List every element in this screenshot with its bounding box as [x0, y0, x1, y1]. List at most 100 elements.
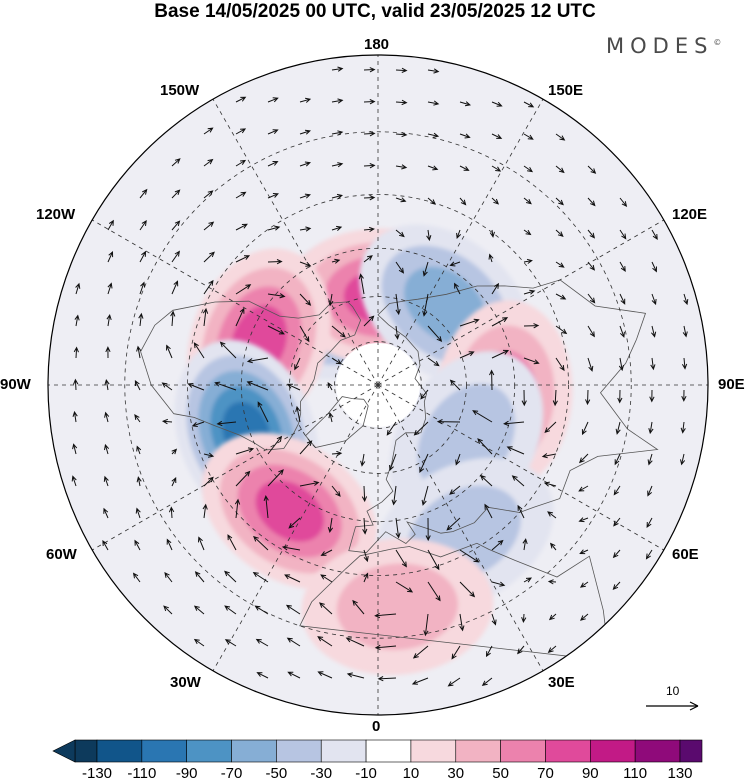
wind-vector — [647, 485, 653, 497]
wind-vector — [331, 485, 341, 497]
anomaly-field — [174, 224, 573, 675]
wind-vector — [491, 539, 504, 551]
wind-vector — [421, 485, 429, 506]
wind-vector — [427, 325, 443, 342]
wind-vector — [331, 66, 344, 72]
wind-vector — [203, 279, 214, 295]
wind-vector — [619, 261, 626, 273]
wind-vector — [472, 410, 493, 423]
wind-vector — [491, 581, 506, 587]
wind-vector — [254, 605, 269, 615]
wind-vector — [491, 349, 510, 359]
colorbar-tick-label: 110 — [623, 765, 648, 782]
wind-vector — [555, 165, 565, 174]
lon-label-120e: 120E — [672, 206, 708, 223]
wind-vector — [317, 671, 333, 679]
wind-vector — [363, 226, 375, 233]
wind-vector — [459, 318, 480, 327]
wind-vector — [299, 480, 320, 487]
wind-vector — [427, 100, 440, 106]
wind-vector — [299, 193, 311, 199]
wind-vector — [104, 411, 110, 423]
colorbar-tick-label: -90 — [175, 765, 198, 782]
wind-vector — [547, 511, 557, 519]
wind-vector — [299, 293, 312, 306]
wind-vector — [549, 542, 557, 551]
lon-label-60w: 60W — [46, 546, 77, 563]
colorbar-bin — [634, 739, 681, 763]
lon-label-90e: 90E — [718, 376, 745, 393]
wind-vector — [107, 251, 114, 263]
wind-vector — [104, 378, 110, 391]
wind-vector — [72, 443, 78, 455]
colorbar-tick-label: 90 — [581, 765, 599, 782]
wind-vector — [358, 273, 365, 295]
brand-text: MODES — [606, 34, 714, 58]
wind-vector — [411, 677, 429, 685]
wind-vector — [395, 197, 407, 203]
wind-vector — [328, 293, 334, 307]
wind-vector — [422, 293, 429, 317]
wind-vector — [203, 158, 214, 167]
wind-vector — [327, 517, 334, 534]
wind-vector — [587, 293, 596, 304]
wind-vector — [267, 129, 279, 135]
wind-vector — [449, 261, 461, 267]
wind-vector — [73, 378, 79, 391]
wind-vector — [246, 381, 269, 391]
wind-vector — [267, 293, 286, 299]
colorbar-bin — [500, 739, 546, 763]
coastline-1 — [305, 396, 369, 448]
colorbar-bin — [74, 739, 98, 763]
wind-vector — [503, 420, 525, 427]
wind-vector — [587, 261, 596, 271]
wind-vector — [191, 421, 205, 427]
wind-vector — [427, 68, 440, 74]
meridian-30 — [377, 384, 544, 671]
colorbar-tick-label: -110 — [127, 765, 157, 782]
wind-vector — [331, 130, 344, 136]
wind-vector — [135, 507, 141, 519]
wind-vector — [491, 282, 500, 295]
wind-vector — [235, 255, 251, 263]
wind-vector — [391, 485, 397, 506]
wind-vector — [523, 197, 532, 205]
wind-vector — [459, 549, 480, 563]
wind-vector — [459, 581, 476, 598]
wind-vector — [267, 97, 279, 103]
wind-vector — [650, 357, 656, 371]
wind-vector — [331, 98, 344, 104]
wind-vector — [681, 357, 688, 370]
wind-vector — [491, 317, 509, 327]
wind-vector — [170, 310, 176, 327]
wind-vector — [680, 421, 686, 434]
wind-vector — [522, 538, 528, 551]
wind-vector — [395, 293, 401, 316]
vector-scale-arrow — [646, 701, 699, 711]
wind-vector — [543, 481, 557, 487]
wind-vector — [235, 284, 252, 295]
wind-vector — [619, 197, 628, 208]
wind-vector — [578, 453, 589, 464]
wind-vector — [253, 535, 269, 551]
wind-vector — [194, 571, 205, 583]
colorbar-tick-label: 130 — [667, 765, 693, 782]
wind-vector — [647, 453, 653, 466]
map-disk — [48, 55, 708, 715]
colorbar-low-extend — [52, 739, 76, 763]
wind-vector — [363, 195, 376, 201]
colorbar-bin — [365, 739, 412, 763]
wind-vector — [447, 677, 461, 687]
wind-vector — [267, 193, 279, 199]
wind-vector — [581, 421, 589, 436]
wind-vector — [193, 342, 205, 359]
wind-vector — [352, 599, 365, 615]
wind-vector — [328, 412, 334, 423]
wind-vector — [422, 261, 429, 277]
wind-vector — [202, 307, 209, 327]
wind-vector — [255, 638, 269, 647]
wind-vector — [235, 307, 245, 327]
wind-vector — [362, 517, 368, 535]
wind-vector — [377, 676, 397, 682]
wind-vector — [580, 613, 589, 621]
